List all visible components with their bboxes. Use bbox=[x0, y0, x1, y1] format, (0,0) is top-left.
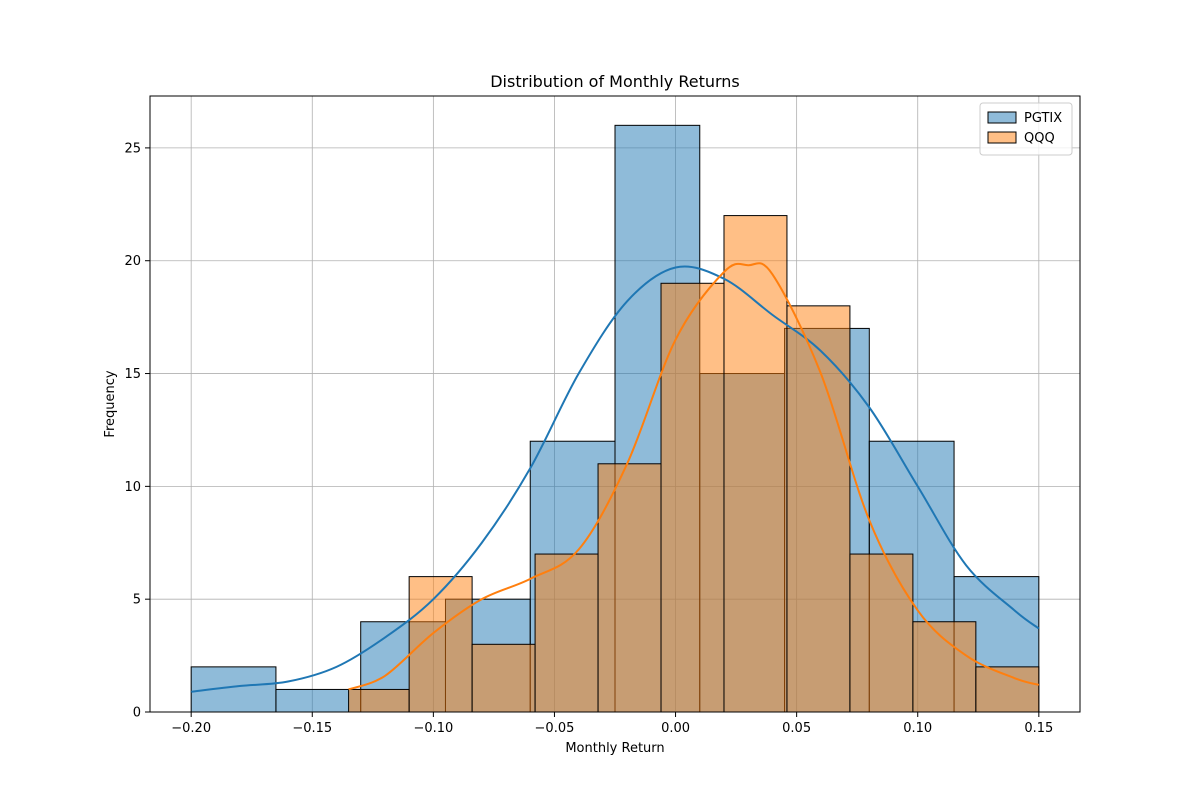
y-tick-label: 5 bbox=[133, 593, 141, 608]
x-tick-label: 0.05 bbox=[782, 721, 811, 736]
histogram-bars bbox=[190, 124, 1040, 713]
histogram-bar bbox=[597, 463, 662, 713]
series-bars-qqq bbox=[348, 215, 1040, 713]
kde-curves bbox=[191, 262, 1040, 693]
y-tick-label: 15 bbox=[124, 367, 141, 382]
y-tick-label: 0 bbox=[133, 706, 141, 721]
histogram-bar bbox=[975, 666, 1040, 713]
y-axis-label: Frequency bbox=[103, 370, 118, 437]
histogram-bar bbox=[723, 215, 788, 713]
y-tick-label: 25 bbox=[124, 141, 141, 156]
kde-line-pgtix bbox=[191, 265, 1040, 693]
histogram-bar bbox=[912, 621, 977, 713]
legend-swatch-pgtix bbox=[987, 111, 1017, 124]
legend-swatch-qqq bbox=[987, 131, 1017, 144]
legend-label-pgtix: PGTIX bbox=[1024, 111, 1062, 126]
histogram-bar bbox=[408, 576, 473, 713]
histogram-bar bbox=[660, 282, 725, 713]
axis-ticks: −0.20 −0.15 −0.10 −0.05 0.00 0.05 0.10 0.15 0 5 10… bbox=[124, 141, 1053, 736]
x-tick-label: −0.05 bbox=[535, 721, 575, 736]
x-tick-label: −0.10 bbox=[413, 721, 453, 736]
y-tick-label: 10 bbox=[124, 480, 141, 495]
histogram-bar bbox=[348, 688, 410, 713]
kde-line-qqq bbox=[348, 262, 1040, 691]
histogram-bar bbox=[471, 643, 536, 713]
legend: PGTIX QQQ bbox=[979, 102, 1073, 156]
x-tick-label: 0.15 bbox=[1024, 721, 1053, 736]
x-tick-label: 0.00 bbox=[661, 721, 690, 736]
plot-area-frame bbox=[149, 95, 1081, 713]
y-tick-label: 20 bbox=[124, 254, 141, 269]
x-tick-label: −0.20 bbox=[171, 721, 211, 736]
legend-label-qqq: QQQ bbox=[1024, 131, 1055, 146]
histogram-bar bbox=[534, 553, 599, 713]
x-tick-label: −0.15 bbox=[292, 721, 332, 736]
histogram-bar bbox=[275, 688, 362, 713]
chart-title: Distribution of Monthly Returns bbox=[490, 72, 740, 91]
histogram-bar bbox=[849, 553, 914, 713]
histogram-bar bbox=[786, 305, 851, 713]
x-tick-label: 0.10 bbox=[903, 721, 932, 736]
x-axis-label: Monthly Return bbox=[565, 741, 664, 756]
